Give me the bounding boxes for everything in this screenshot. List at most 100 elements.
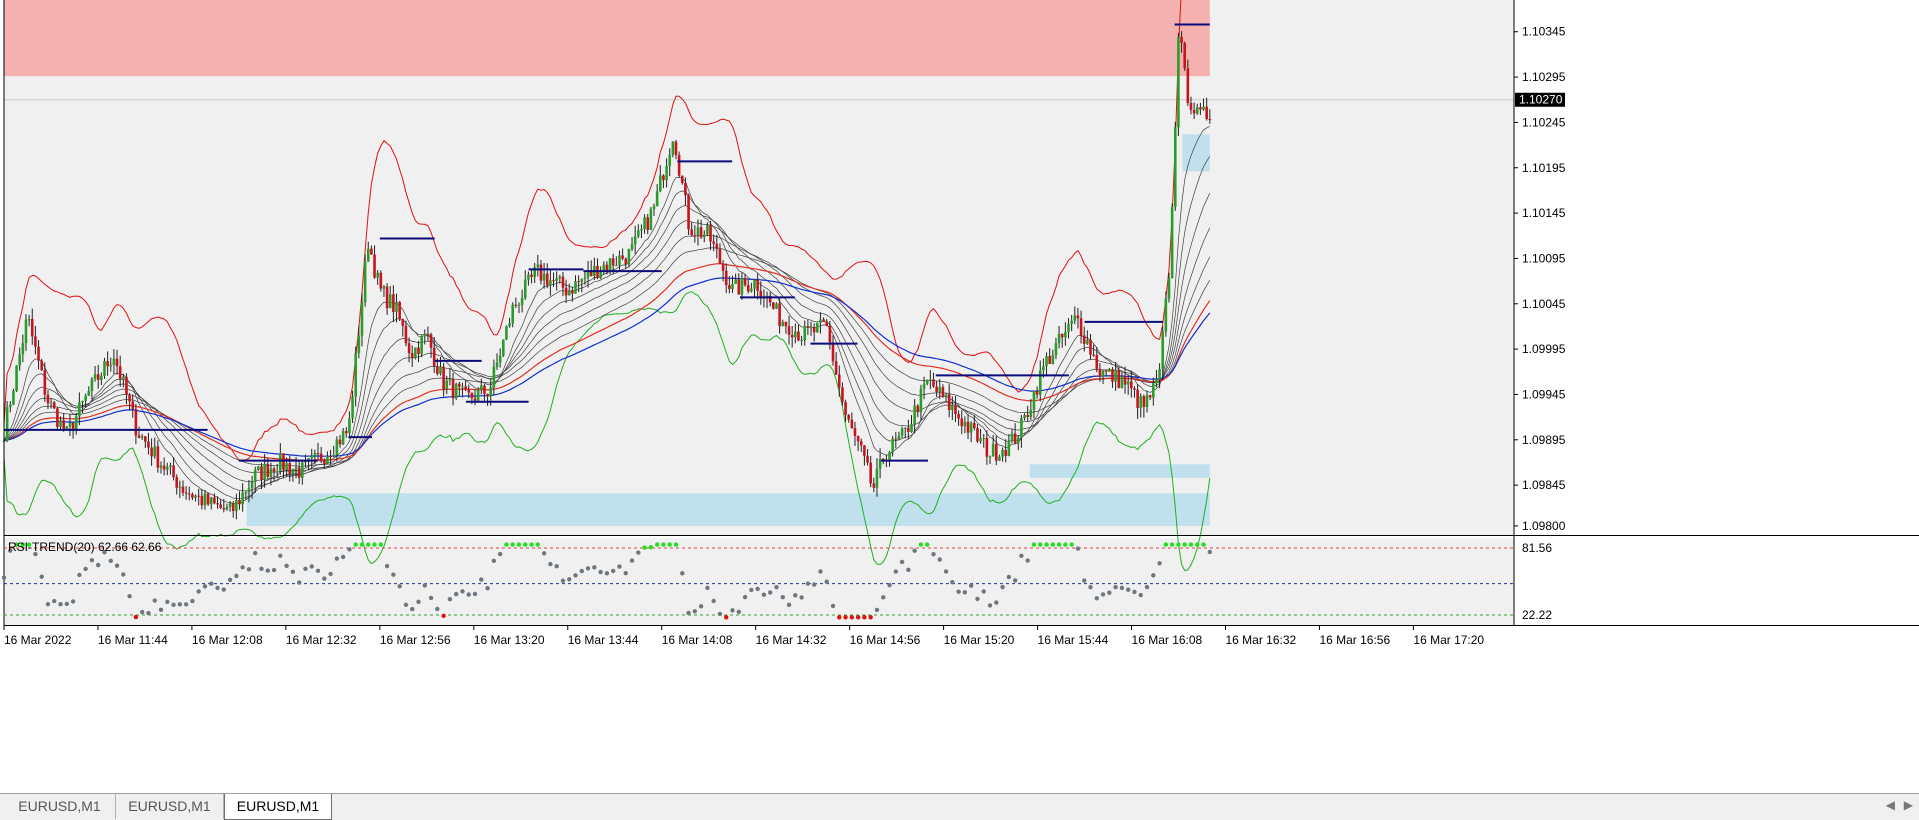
candle-body <box>106 361 109 367</box>
rsi-marker <box>585 566 591 571</box>
candle-body <box>589 270 593 276</box>
upper-band-line <box>3 0 1182 461</box>
candle-body <box>888 452 891 461</box>
rsi-marker <box>1151 573 1156 578</box>
candle-body <box>520 297 524 305</box>
rsi-marker <box>755 586 760 592</box>
candle-body <box>630 244 634 250</box>
rsi-marker <box>14 542 19 547</box>
candle-body <box>624 258 628 265</box>
rsi-marker <box>1169 542 1175 547</box>
candle-body <box>1208 119 1212 121</box>
tab-eurusd-m1-3[interactable]: EURUSD,M1 <box>224 794 332 820</box>
candle-body <box>407 343 411 354</box>
rsi-marker <box>811 582 817 587</box>
rsi-marker <box>196 589 201 594</box>
chart-area[interactable]: 1.10345 1.10295 1.10245 1.10195 1.10145 1.100… <box>0 0 1919 793</box>
rsi-marker <box>246 567 252 572</box>
candle-body <box>420 336 423 355</box>
ema-slowest-blue-line <box>3 277 1211 457</box>
lower-band-line <box>3 291 1211 572</box>
candle-body <box>338 439 342 445</box>
rsi-marker <box>1050 542 1056 547</box>
candle-body <box>200 495 204 506</box>
candle-body <box>897 435 901 440</box>
rsi-marker <box>680 571 685 576</box>
candle-body <box>131 401 135 409</box>
demand-zone-1 <box>246 493 1210 526</box>
tab-label: EURUSD,M1 <box>236 798 320 814</box>
candle-body <box>219 504 222 508</box>
rsi-marker <box>479 577 484 582</box>
tab-eurusd-m1-2[interactable]: EURUSD,M1 <box>116 794 224 819</box>
candle-body <box>812 327 816 333</box>
candle-body <box>109 364 113 367</box>
candle-body <box>454 383 458 399</box>
time-tick-label: 16 Mar 11:44 <box>98 633 168 647</box>
candle-body <box>1016 437 1020 444</box>
candle-body <box>1205 106 1208 120</box>
rsi-marker <box>428 595 434 601</box>
candle-body <box>118 366 122 380</box>
candle-body <box>373 254 376 278</box>
candle-body <box>1117 369 1121 388</box>
candle-body <box>436 366 439 374</box>
demand-zone-2 <box>1029 464 1210 478</box>
rsi-marker <box>617 564 622 569</box>
candle-body <box>891 438 894 453</box>
candle-body <box>272 468 276 472</box>
rsi-marker <box>736 609 741 615</box>
scroll-right-icon[interactable]: ▶ <box>1903 798 1913 812</box>
candle-body <box>34 336 37 347</box>
rsi-marker <box>629 558 635 563</box>
candle-body <box>966 421 970 433</box>
candle-body <box>910 424 913 433</box>
candle-body <box>1195 107 1199 114</box>
candle-body <box>122 376 125 380</box>
rsi-marker <box>937 557 942 562</box>
candle-body <box>244 492 248 494</box>
scroll-left-icon[interactable]: ◀ <box>1885 798 1895 812</box>
candle-body <box>56 408 59 428</box>
rsi-marker <box>698 604 704 609</box>
candle-body <box>784 321 788 327</box>
candle-body <box>1095 354 1099 369</box>
price-chart[interactable]: 1.10345 1.10295 1.10245 1.10195 1.10145 1.100… <box>0 0 1919 793</box>
rsi-marker <box>447 596 453 602</box>
candle-body <box>5 407 9 441</box>
rsi-marker <box>315 568 321 574</box>
candle-body <box>655 191 659 207</box>
candle-body <box>866 455 869 463</box>
rsi-marker <box>510 542 515 547</box>
candle-body <box>351 396 354 419</box>
candle-body <box>768 295 772 303</box>
candle-body <box>203 493 207 506</box>
candle-body <box>844 401 847 416</box>
candle-body <box>1199 107 1202 110</box>
candle-body <box>781 321 785 327</box>
rsi-marker <box>1107 590 1112 595</box>
candle-body <box>52 402 56 409</box>
time-tick-label: 16 Mar 16:32 <box>1225 633 1296 647</box>
rsi-marker <box>397 584 402 589</box>
time-tick-label: 16 Mar 17:20 <box>1413 633 1484 647</box>
rsi-marker <box>523 542 528 547</box>
tab-eurusd-m1-1[interactable]: EURUSD,M1 <box>4 794 116 819</box>
candle-body <box>511 304 515 324</box>
candle-body <box>1045 356 1048 367</box>
candle-body <box>577 281 580 283</box>
candle-body <box>561 276 565 288</box>
candle-body <box>319 453 323 461</box>
candle-body <box>1177 37 1180 128</box>
rsi-marker <box>1182 542 1187 547</box>
rsi-marker <box>422 583 427 588</box>
candle-body <box>938 387 942 393</box>
candle-body <box>533 267 536 277</box>
rsi-marker <box>994 600 999 605</box>
candle-body <box>643 217 646 229</box>
rsi-marker <box>45 601 51 607</box>
rsi-marker <box>435 606 440 612</box>
rsi-marker <box>77 572 82 578</box>
candle-body <box>615 265 618 267</box>
candle-body <box>87 390 91 396</box>
